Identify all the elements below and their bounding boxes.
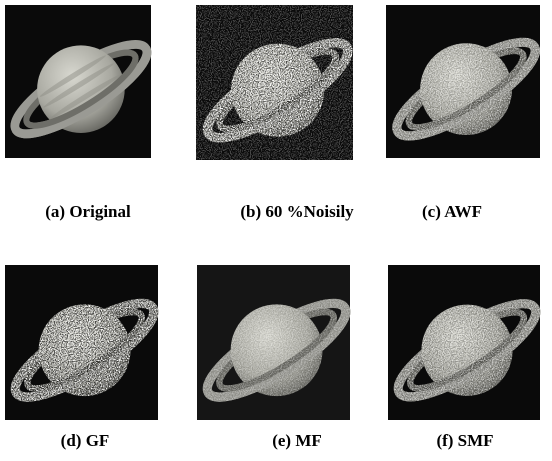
- caption: (c) AWF: [422, 202, 482, 221]
- planet: [37, 45, 125, 133]
- band: [39, 55, 106, 97]
- noise: [386, 5, 540, 158]
- noise-bg: [196, 5, 353, 160]
- caption: (a) Original: [45, 202, 131, 221]
- image-panel: [386, 5, 540, 158]
- image-panel: [5, 5, 152, 158]
- band: [50, 74, 121, 119]
- caption: (b) 60 %Noisily: [240, 202, 354, 221]
- noise: [5, 265, 158, 420]
- caption: (d) GF: [61, 431, 110, 450]
- noise-dark: [197, 265, 350, 420]
- caption: (f) SMF: [436, 431, 493, 450]
- caption: (e) MF: [272, 431, 322, 450]
- noise-dark: [5, 265, 158, 420]
- image-panel: [388, 265, 541, 420]
- noise-dark: [386, 5, 540, 158]
- image-panel: [196, 5, 353, 160]
- noise: [197, 265, 350, 420]
- image-panel: [197, 265, 351, 420]
- noise-dark: [388, 265, 540, 420]
- image-panel: [5, 265, 159, 420]
- noise: [388, 265, 540, 420]
- band: [43, 63, 114, 108]
